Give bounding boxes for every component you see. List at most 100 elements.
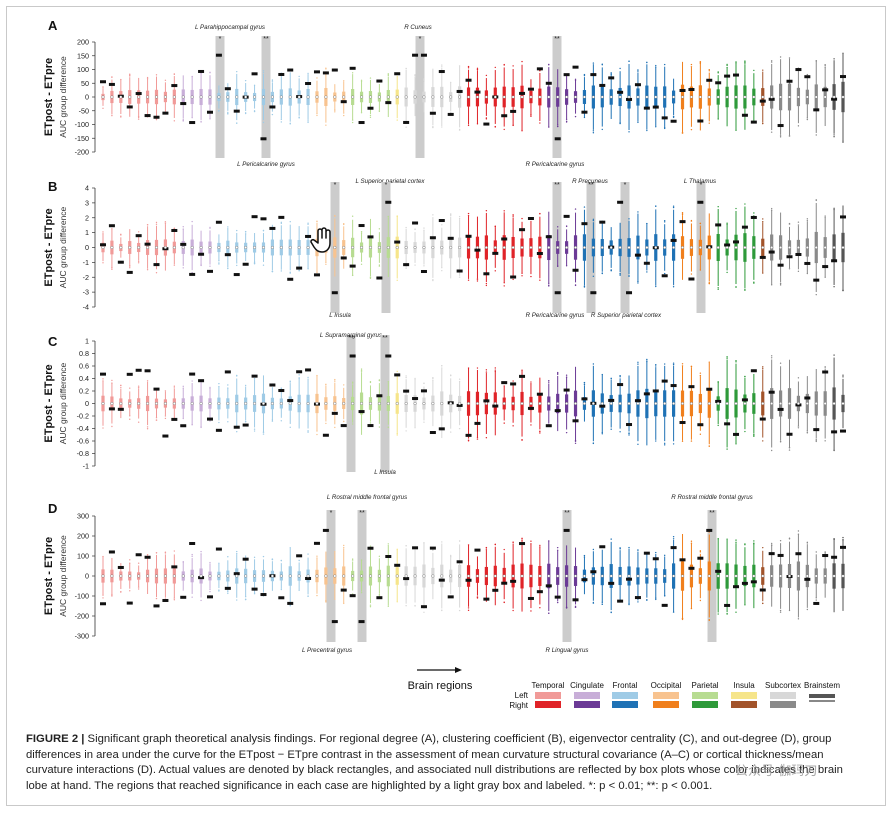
outlier-dot (806, 218, 809, 220)
actual-value-marker (189, 372, 196, 376)
null-median (333, 95, 337, 99)
outlier-dot (307, 223, 309, 225)
outlier-dot (494, 126, 496, 128)
actual-value-marker (706, 387, 713, 391)
actual-value-marker (706, 78, 713, 82)
actual-value-marker (420, 53, 427, 57)
legend-swatch-right (653, 701, 679, 708)
outlier-dot (173, 550, 176, 552)
outlier-dot (842, 141, 844, 143)
actual-value-marker (590, 291, 597, 295)
outlier-dot (146, 78, 149, 80)
actual-value-marker (652, 105, 659, 109)
outlier-dot (788, 449, 791, 451)
significance-stars: ** (554, 182, 560, 189)
outlier-dot (699, 551, 702, 553)
outlier-dot (681, 213, 684, 215)
outlier-dot (262, 71, 265, 74)
actual-value-marker (135, 92, 142, 96)
actual-value-marker (626, 291, 633, 295)
actual-value-marker (652, 557, 659, 561)
actual-value-marker (733, 73, 740, 77)
actual-value-marker (626, 577, 633, 581)
outlier-dot (521, 275, 523, 277)
outlier-dot (334, 551, 336, 553)
actual-value-marker (554, 595, 561, 599)
outlier-dot (360, 230, 363, 233)
outlier-dot (387, 543, 390, 545)
outlier-dot (191, 220, 193, 223)
outlier-dot (619, 374, 621, 377)
outlier-dot (253, 261, 256, 263)
outlier-dot (253, 428, 256, 430)
outlier-dot (262, 121, 265, 124)
outlier-dot (191, 596, 193, 598)
outlier-dot (610, 538, 612, 540)
actual-value-marker (527, 406, 534, 410)
outlier-dot (637, 443, 639, 446)
legend-lobe-name: Brainstem (804, 681, 840, 690)
outlier-dot (681, 365, 684, 367)
actual-value-marker (171, 84, 178, 88)
significant-region-label: R Pericalcarine gyrus (526, 161, 585, 168)
outlier-dot (717, 118, 719, 120)
null-median (235, 245, 239, 249)
actual-value-marker (804, 577, 811, 581)
outlier-dot (521, 272, 523, 274)
significance-highlight (346, 335, 356, 472)
outlier-dot (146, 76, 149, 79)
actual-value-marker (296, 266, 303, 270)
outlier-dot (289, 122, 291, 125)
actual-value-marker (831, 259, 838, 263)
outlier-dot (244, 112, 247, 115)
outlier-dot (423, 227, 425, 229)
null-median (582, 574, 586, 578)
null-median (244, 245, 248, 249)
outlier-dot (343, 420, 345, 423)
null-median (413, 95, 417, 99)
outlier-dot (735, 539, 737, 541)
outlier-dot (637, 280, 639, 283)
outlier-dot (601, 63, 603, 65)
outlier-dot (592, 602, 595, 604)
outlier-dot (690, 128, 693, 131)
outlier-dot (458, 380, 461, 383)
null-median (556, 95, 560, 99)
actual-value-marker (162, 111, 169, 115)
outlier-dot (351, 119, 354, 121)
outlier-dot (244, 231, 247, 233)
outlier-dot (494, 66, 496, 69)
actual-value-marker (198, 576, 205, 580)
null-median (137, 95, 141, 99)
outlier-dot (369, 77, 372, 79)
outlier-dot (164, 390, 167, 392)
outlier-dot (708, 361, 710, 363)
outlier-dot (583, 556, 586, 559)
outlier-dot (565, 225, 568, 227)
outlier-dot (574, 208, 577, 210)
outlier-dot (102, 86, 104, 88)
actual-value-marker (260, 217, 267, 221)
outlier-dot (458, 217, 461, 220)
legend-swatch-right (612, 701, 638, 708)
actual-value-marker (376, 276, 383, 280)
outlier-dot (244, 420, 247, 423)
outlier-dot (753, 434, 755, 436)
outlier-dot (467, 609, 470, 612)
outlier-dot (744, 375, 746, 378)
outlier-dot (708, 68, 710, 71)
null-median (368, 402, 372, 406)
null-median (725, 402, 729, 406)
outlier-dot (583, 116, 586, 119)
null-median (734, 95, 738, 99)
actual-value-marker (251, 215, 258, 219)
null-median (360, 574, 364, 578)
actual-value-marker (652, 389, 659, 393)
null-median (172, 574, 176, 578)
outlier-dot (744, 61, 746, 63)
outlier-dot (619, 376, 621, 378)
legend-swatch-left (653, 692, 679, 699)
outlier-dot (253, 110, 256, 112)
outlier-dot (806, 73, 809, 76)
actual-value-marker (153, 387, 160, 391)
